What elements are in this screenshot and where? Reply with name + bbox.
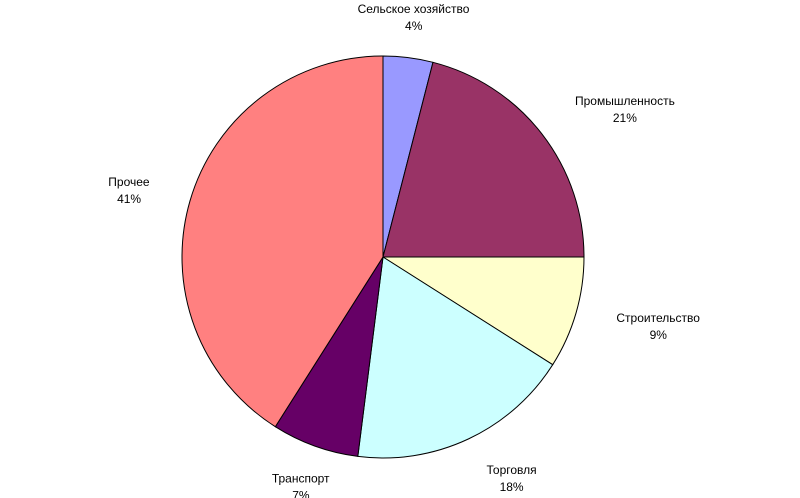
- pie-label-name-6: Прочее: [108, 175, 150, 189]
- pie-label-value-6: 41%: [117, 192, 141, 206]
- pie-label-name-1: Сельское хозяйство: [358, 2, 470, 16]
- pie-label-3: Строительство 9%: [616, 311, 700, 342]
- pie-label-name-3: Строительство: [616, 311, 700, 325]
- pie-label-1: Сельское хозяйство 4%: [358, 2, 470, 33]
- pie-slice-6: [181, 55, 384, 428]
- pie-label-value-2: 21%: [613, 111, 637, 125]
- pie-label-value-3: 9%: [650, 328, 668, 342]
- pie-label-value-4: 18%: [500, 480, 524, 494]
- pie-label-name-4: Торговля: [487, 463, 537, 477]
- pie-labels: Сельское хозяйство 4% Промышленность 21% Стр…: [108, 2, 700, 498]
- pie-label-value-1: 4%: [405, 19, 423, 33]
- pie-slice-3: [382, 256, 585, 366]
- pie-label-6: Прочее 41%: [108, 175, 150, 206]
- pie-label-2: Промышленность 21%: [575, 94, 675, 125]
- pie-label-4: Торговля 18%: [487, 463, 537, 494]
- pie-label-5: Транспорт 7%: [272, 472, 330, 498]
- pie-label-value-5: 7%: [292, 489, 310, 498]
- pie-label-name-5: Транспорт: [272, 472, 330, 486]
- pie-slices: [181, 55, 585, 459]
- pie-label-name-2: Промышленность: [575, 94, 675, 108]
- pie-slice-2: [382, 61, 585, 258]
- pie-slice-4: [357, 256, 554, 459]
